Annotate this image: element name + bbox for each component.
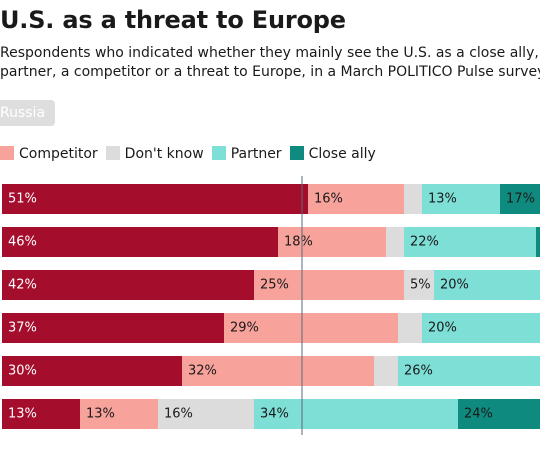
bar-label-dont-know: 5% xyxy=(410,278,431,293)
bar-segment-dont-know xyxy=(158,399,254,429)
legend: Competitor Don't know Partner Close ally xyxy=(0,145,384,163)
legend-label-dont-know: Don't know xyxy=(124,146,204,162)
legend-swatch-dont-know xyxy=(105,146,120,160)
bar-segment-partner xyxy=(434,270,540,300)
bar-segment-close-ally xyxy=(536,227,540,257)
bar-label-close-ally: 24% xyxy=(464,407,493,422)
bar-segment-dont-know xyxy=(374,356,398,386)
bar-segment-partner xyxy=(422,313,540,343)
bar-segment-dont-know xyxy=(404,270,434,300)
bar-segment-competitor xyxy=(224,313,398,343)
bar-label-threat: 30% xyxy=(8,364,37,379)
legend-label-partner: Partner xyxy=(230,146,282,162)
bar-segment-close-ally xyxy=(500,184,540,214)
bar-label-competitor: 18% xyxy=(284,235,313,250)
bar-label-threat: 37% xyxy=(8,321,37,336)
bar-segment-competitor xyxy=(254,270,404,300)
bar-label-competitor: 32% xyxy=(188,364,217,379)
legend-swatch-partner xyxy=(211,146,226,160)
bar-segment-partner xyxy=(398,356,540,386)
filter-chip-label: Russia xyxy=(0,105,46,121)
bar-label-partner: 26% xyxy=(404,364,433,379)
bar-label-dont-know: 16% xyxy=(164,407,193,422)
bar-segment-competitor xyxy=(80,399,158,429)
bar-label-partner: 20% xyxy=(440,278,469,293)
legend-item-competitor: Competitor xyxy=(0,145,98,163)
bar-segment-threat xyxy=(2,184,308,214)
bar-label-partner: 34% xyxy=(260,407,289,422)
chart-title: U.S. as a threat to Europe xyxy=(0,6,346,34)
bar-label-competitor: 16% xyxy=(314,192,343,207)
bar-segment-dont-know xyxy=(404,184,422,214)
bar-label-close-ally: 17% xyxy=(506,192,535,207)
legend-label-competitor: Competitor xyxy=(19,146,98,162)
bar-segment-partner xyxy=(422,184,500,214)
chart-subtitle: Respondents who indicated whether they m… xyxy=(0,45,540,80)
bar-label-threat: 46% xyxy=(8,235,37,250)
bar-label-competitor: 13% xyxy=(86,407,115,422)
legend-label-close-ally: Close ally xyxy=(308,146,376,162)
bar-label-partner: 22% xyxy=(410,235,439,250)
bar-label-partner: 13% xyxy=(428,192,457,207)
bar-segment-partner xyxy=(404,227,536,257)
bar-segment-close-ally xyxy=(458,399,540,429)
bar-segment-dont-know xyxy=(398,313,422,343)
bar-label-threat: 51% xyxy=(8,192,37,207)
bar-segment-competitor xyxy=(182,356,374,386)
legend-swatch-close-ally xyxy=(289,146,304,160)
bar-segment-threat xyxy=(2,227,278,257)
bar-segment-threat xyxy=(2,399,80,429)
filter-chip-russia[interactable]: Russia xyxy=(0,100,56,126)
legend-item-close-ally: Close ally xyxy=(289,145,376,163)
bar-segment-competitor xyxy=(308,184,404,214)
legend-item-partner: Partner xyxy=(211,145,282,163)
legend-item-dont-know: Don't know xyxy=(105,145,204,163)
bar-segment-competitor xyxy=(278,227,386,257)
bar-label-threat: 42% xyxy=(8,278,37,293)
bar-label-threat: 13% xyxy=(8,407,37,422)
bar-segment-threat xyxy=(2,356,182,386)
bar-segment-partner xyxy=(254,399,458,429)
bar-segment-threat xyxy=(2,313,224,343)
bar-segment-dont-know xyxy=(386,227,404,257)
bar-label-competitor: 29% xyxy=(230,321,259,336)
bar-segment-threat xyxy=(2,270,254,300)
bar-label-partner: 20% xyxy=(428,321,457,336)
bar-label-competitor: 25% xyxy=(260,278,289,293)
legend-swatch-competitor xyxy=(0,146,14,160)
